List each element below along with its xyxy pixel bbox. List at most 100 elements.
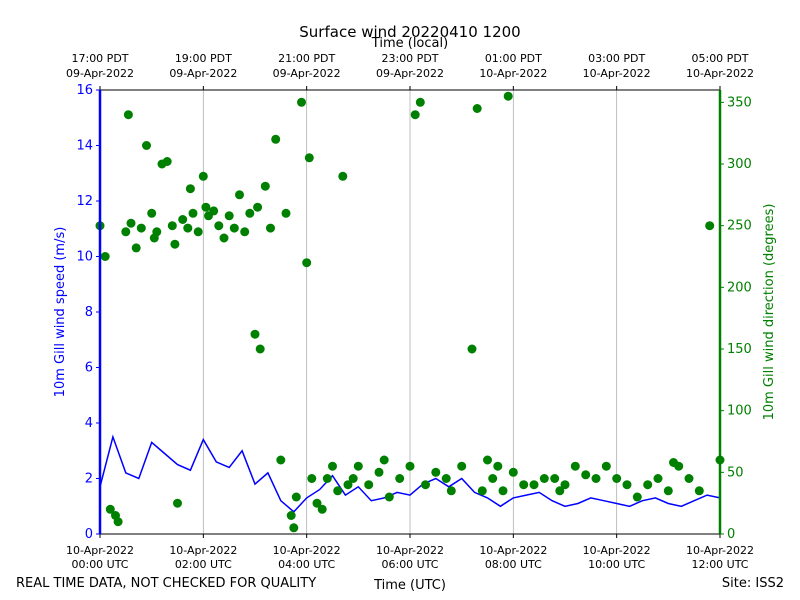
wind-direction-point	[705, 221, 715, 231]
wind-direction-point	[136, 223, 146, 233]
wind-direction-point	[694, 486, 704, 496]
top-tick-label-date: 09-Apr-2022	[169, 67, 237, 80]
wind-direction-point	[591, 474, 601, 483]
wind-direction-point	[493, 461, 503, 471]
wind-direction-point	[297, 97, 306, 107]
wind-direction-point	[431, 467, 441, 477]
top-tick-label-date: 10-Apr-2022	[583, 67, 651, 80]
y-tick-label-right: 250	[727, 219, 752, 234]
top-tick-label-time: 01:00 PDT	[485, 52, 542, 65]
wind-direction-point	[395, 474, 405, 483]
y-tick-label-right: 350	[727, 95, 752, 110]
direction-series	[95, 91, 725, 533]
wind-direction-point	[162, 157, 172, 166]
wind-direction-point	[188, 208, 198, 218]
wind-direction-point	[271, 134, 281, 144]
wind-direction-point	[343, 480, 353, 490]
wind-direction-point	[255, 344, 265, 354]
wind-direction-point	[250, 329, 260, 339]
y-tick-label-right: 50	[727, 465, 744, 480]
wind-direction-point	[214, 221, 224, 231]
wind-direction-point	[198, 171, 208, 181]
wind-direction-point	[379, 455, 389, 465]
wind-direction-point	[384, 492, 394, 502]
wind-direction-point	[131, 243, 141, 253]
top-tick-label-date: 10-Apr-2022	[686, 67, 754, 80]
wind-direction-point	[142, 141, 151, 150]
top-tick-label-date: 10-Apr-2022	[479, 67, 547, 80]
wind-direction-point	[126, 218, 136, 228]
wind-direction-point	[260, 181, 270, 191]
wind-direction-point	[483, 455, 492, 465]
wind-direction-point	[302, 258, 312, 268]
wind-direction-point	[193, 227, 203, 237]
top-axis-label: Time (local)	[371, 36, 448, 51]
x-tick-label-date: 10-Apr-2022	[169, 544, 237, 557]
wind-direction-point	[503, 91, 513, 101]
top-tick-label-date: 09-Apr-2022	[66, 67, 134, 80]
wind-direction-point	[415, 97, 425, 107]
wind-direction-point	[674, 461, 684, 471]
wind-direction-point	[477, 486, 487, 496]
chart-title: Surface wind 20220410 1200	[299, 23, 520, 41]
y-tick-label-right: 0	[727, 527, 735, 542]
wind-direction-point	[446, 486, 456, 496]
wind-direction-point	[643, 480, 653, 490]
y-axis-label-left: 10m Gill wind speed (m/s)	[53, 227, 68, 398]
wind-direction-point	[508, 467, 518, 477]
wind-direction-point	[364, 480, 374, 490]
x-tick-label-time: 10:00 UTC	[588, 558, 645, 571]
top-tick-label-time: 17:00 PDT	[71, 52, 128, 65]
x-tick-label-date: 10-Apr-2022	[686, 544, 754, 557]
wind-direction-point	[374, 467, 384, 477]
wind-direction-point	[185, 184, 195, 194]
top-tick-label-time: 23:00 PDT	[381, 52, 438, 65]
wind-direction-point	[498, 486, 508, 496]
wind-direction-point	[266, 223, 275, 233]
top-tick-label-time: 19:00 PDT	[175, 52, 232, 65]
top-tick-label-time: 05:00 PDT	[691, 52, 748, 65]
x-tick-label-date: 10-Apr-2022	[376, 544, 444, 557]
wind-direction-point	[307, 474, 317, 483]
quality-disclaimer: REAL TIME DATA, NOT CHECKED FOR QUALITY	[16, 576, 317, 591]
x-axis-label: Time (UTC)	[373, 578, 446, 593]
wind-direction-point	[472, 104, 482, 113]
wind-direction-point	[570, 461, 580, 471]
wind-direction-point	[173, 498, 182, 508]
wind-direction-point	[289, 523, 299, 533]
wind-direction-point	[219, 233, 229, 243]
wind-direction-point	[684, 474, 694, 483]
wind-direction-point	[312, 498, 322, 508]
y-tick-label-right: 100	[727, 404, 752, 419]
wind-direction-point	[183, 223, 193, 233]
wind-direction-point	[529, 480, 539, 490]
wind-direction-point	[147, 208, 157, 218]
y-tick-label-left: 12	[76, 194, 93, 209]
wind-direction-point	[622, 480, 632, 490]
wind-direction-point	[405, 461, 415, 471]
wind-direction-point	[178, 215, 188, 224]
wind-direction-point	[245, 208, 255, 218]
wind-direction-point	[457, 461, 467, 471]
y-tick-label-left: 16	[76, 83, 93, 98]
y-tick-label-left: 14	[76, 139, 93, 154]
y-axis-label-right: 10m Gill wind direction (degrees)	[762, 204, 777, 421]
wind-direction-point	[100, 252, 110, 261]
wind-direction-point	[113, 517, 123, 527]
wind-direction-point	[105, 504, 115, 514]
y-tick-label-left: 0	[85, 527, 93, 542]
wind-direction-point	[304, 153, 314, 163]
wind-direction-point	[353, 461, 363, 471]
wind-direction-point	[333, 486, 343, 496]
wind-direction-point	[653, 474, 663, 483]
wind-direction-point	[235, 190, 244, 200]
x-tick-label-date: 10-Apr-2022	[583, 544, 651, 557]
top-tick-label-time: 03:00 PDT	[588, 52, 645, 65]
x-tick-label-date: 10-Apr-2022	[273, 544, 341, 557]
wind-direction-point	[421, 480, 430, 490]
wind-direction-point	[322, 474, 332, 483]
y-tick-label-left: 10	[76, 250, 93, 265]
wind-direction-point	[441, 474, 451, 483]
